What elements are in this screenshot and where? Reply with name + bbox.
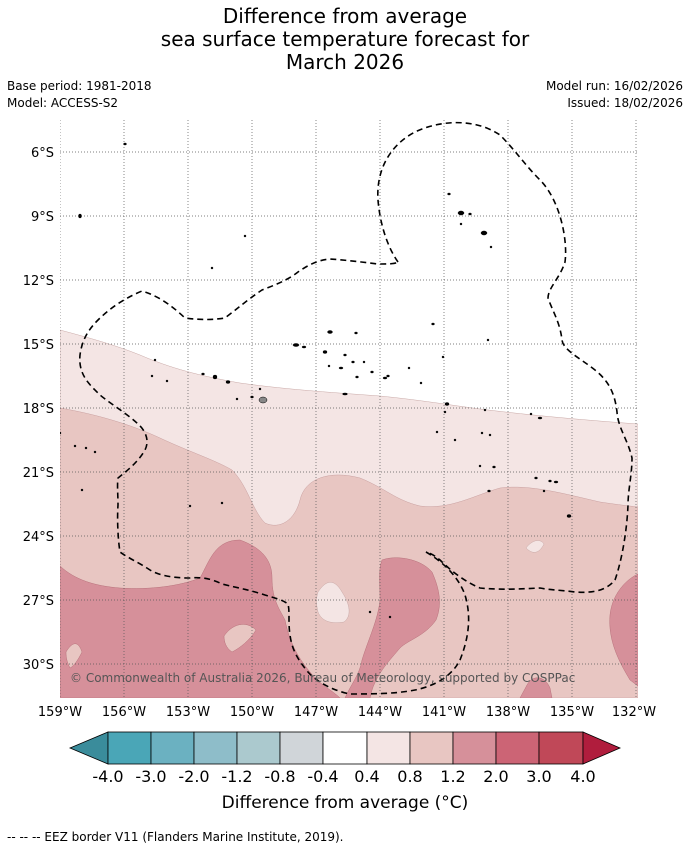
title-line-2: sea surface temperature forecast for <box>160 27 530 51</box>
lon-label: 156°W <box>102 705 146 720</box>
islands <box>60 142 572 619</box>
issued-text: Issued: 18/02/2026 <box>567 96 683 110</box>
colorbar-tick-label: -1.2 <box>221 767 252 786</box>
title-line-1: Difference from average <box>222 4 468 28</box>
lon-label: 150°W <box>230 705 274 720</box>
lat-label: 18°S <box>23 402 54 417</box>
eez-border <box>79 121 633 695</box>
lat-label: 30°S <box>23 658 54 673</box>
lon-label: 147°W <box>294 705 338 720</box>
lon-label: 132°W <box>612 705 656 720</box>
lon-label: 159°W <box>38 705 82 720</box>
colorbar-tick-label: -3.0 <box>135 767 166 786</box>
lat-label: 15°S <box>23 338 54 353</box>
colorbar-segment <box>236 731 281 765</box>
colorbar-tick-label: -0.4 <box>307 767 338 786</box>
colorbar-segment <box>452 731 497 765</box>
colorbar-tick-label: 4.0 <box>570 767 595 786</box>
colorbar-segment <box>538 731 584 765</box>
colorbar-tick-label: -0.8 <box>264 767 295 786</box>
model-text: Model: ACCESS-S2 <box>7 96 119 110</box>
colorbar-tick-label: -2.0 <box>178 767 209 786</box>
lat-label: 12°S <box>23 274 54 289</box>
colorbar-segment <box>193 731 238 765</box>
lon-label: 141°W <box>422 705 466 720</box>
lon-label: 138°W <box>486 705 530 720</box>
colorbar-title: Difference from average (°C) <box>221 793 469 813</box>
meta-right: Model run: 16/02/2026 Issued: 18/02/2026 <box>546 78 683 112</box>
lat-label: 27°S <box>23 594 54 609</box>
longitude-labels: 159°W 156°W 153°W 150°W 147°W 144°W 141°… <box>38 705 656 720</box>
lon-label: 144°W <box>358 705 402 720</box>
base-period-text: Base period: 1981-2018 <box>7 79 152 93</box>
model-run-text: Model run: 16/02/2026 <box>545 79 683 93</box>
colorbar-segment <box>409 731 454 765</box>
lat-label: 6°S <box>31 146 54 161</box>
lat-label: 21°S <box>23 466 54 481</box>
colorbar-tick-labels: -4.0 -3.0 -2.0 -1.2 -0.8 -0.4 0.4 0.8 1.… <box>92 767 595 786</box>
anomaly-region-1.2-2.0-east <box>609 573 638 687</box>
map-area: © Commonwealth of Australia 2026, Bureau… <box>60 120 638 698</box>
anomaly-patch-light-2 <box>65 643 83 669</box>
colorbar-segment <box>322 731 368 765</box>
anomaly-region-1.2-2.0-west <box>60 539 341 698</box>
lat-label: 24°S <box>23 530 54 545</box>
anomaly-patch-small-1 <box>525 540 545 553</box>
colorbar-segment <box>366 731 411 765</box>
colorbar-tick-label: 1.2 <box>440 767 465 786</box>
colorbar: -4.0 -3.0 -2.0 -1.2 -0.8 -0.4 0.4 0.8 1.… <box>68 731 622 786</box>
anomaly-patch-south-east <box>519 677 553 698</box>
colorbar-tick-label: 2.0 <box>483 767 508 786</box>
latitude-labels: 6°S 9°S 12°S 15°S 18°S 21°S 24°S 27°S 30… <box>23 146 54 673</box>
colorbar-segment <box>495 731 540 765</box>
colorbar-segment <box>279 731 324 765</box>
lat-label: 9°S <box>31 210 54 225</box>
colorbar-tick-label: 3.0 <box>526 767 551 786</box>
title-line-3: March 2026 <box>285 50 405 74</box>
colorbar-tick-label: 0.4 <box>354 767 379 786</box>
anomaly-patch-light-1 <box>223 624 257 653</box>
colorbar-segment <box>107 731 152 765</box>
colorbar-extend-max <box>582 731 622 765</box>
lon-label: 135°W <box>550 705 594 720</box>
eez-footnote: -- -- -- EEZ border V11 (Flanders Marine… <box>7 830 344 844</box>
colorbar-extend-min <box>68 731 109 765</box>
anomaly-patch-light-3 <box>316 582 350 623</box>
colorbar-tick-label: -4.0 <box>92 767 123 786</box>
anomaly-region-1.2-2.0-center <box>344 557 440 698</box>
gridlines <box>60 120 638 698</box>
lon-label: 153°W <box>166 705 210 720</box>
copyright-text: © Commonwealth of Australia 2026, Bureau… <box>70 671 575 685</box>
meta-left: Base period: 1981-2018 Model: ACCESS-S2 <box>7 78 152 112</box>
colorbar-tick-label: 0.8 <box>397 767 422 786</box>
colorbar-segment <box>150 731 195 765</box>
